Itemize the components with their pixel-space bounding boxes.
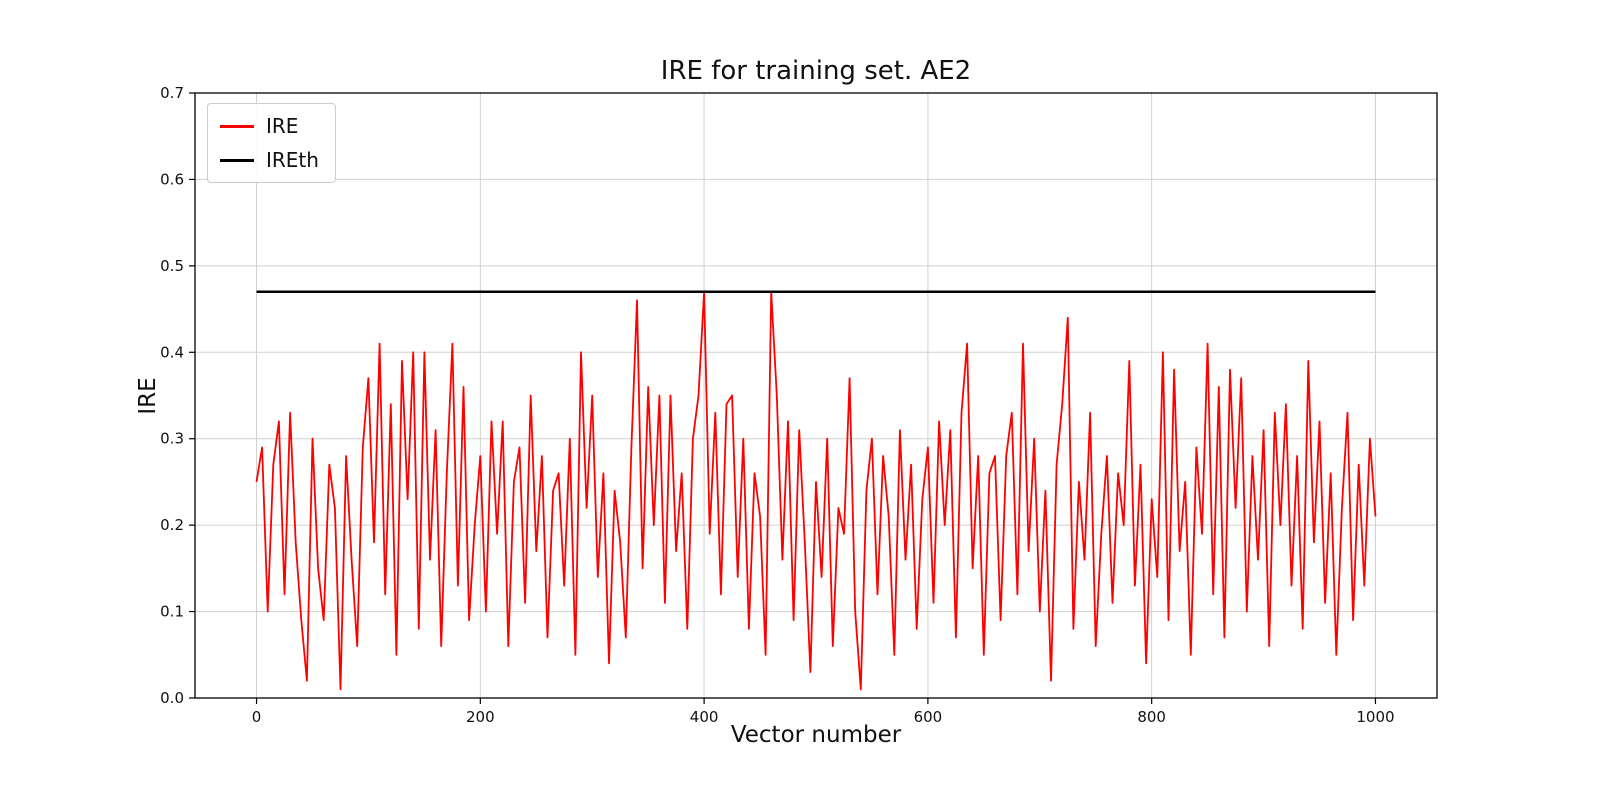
y-axis-label: IRE — [135, 377, 161, 415]
x-tick-label: 800 — [1137, 708, 1166, 726]
x-axis-label: Vector number — [730, 722, 902, 748]
ireth-line-swatch — [220, 158, 254, 162]
x-tick-label: 1000 — [1356, 708, 1394, 726]
ire-line-swatch — [220, 124, 254, 128]
x-tick-label: 600 — [914, 708, 943, 726]
legend-label-ireth: IREth — [266, 148, 319, 172]
y-tick-label: 0.3 — [160, 430, 184, 448]
legend-item-ire: IRE — [220, 114, 319, 138]
chart-title: IRE for training set. AE2 — [660, 56, 972, 86]
axes-spines — [194, 92, 1438, 699]
x-tick-label: 400 — [690, 708, 719, 726]
y-tick-label: 0.0 — [160, 689, 184, 707]
y-tick-label: 0.5 — [160, 257, 184, 275]
y-tick-label: 0.4 — [160, 343, 184, 361]
legend: IRE IREth — [207, 103, 336, 183]
ire-series-line — [255, 290, 1377, 691]
x-tick-label: 0 — [252, 708, 262, 726]
y-tick-label: 0.2 — [160, 516, 184, 534]
y-tick-label: 0.6 — [160, 170, 184, 188]
y-tick-label: 0.7 — [160, 84, 184, 102]
legend-label-ire: IRE — [266, 114, 299, 138]
legend-item-ireth: IREth — [220, 148, 319, 172]
x-tick-label: 200 — [466, 708, 495, 726]
y-tick-label: 0.1 — [160, 603, 184, 621]
